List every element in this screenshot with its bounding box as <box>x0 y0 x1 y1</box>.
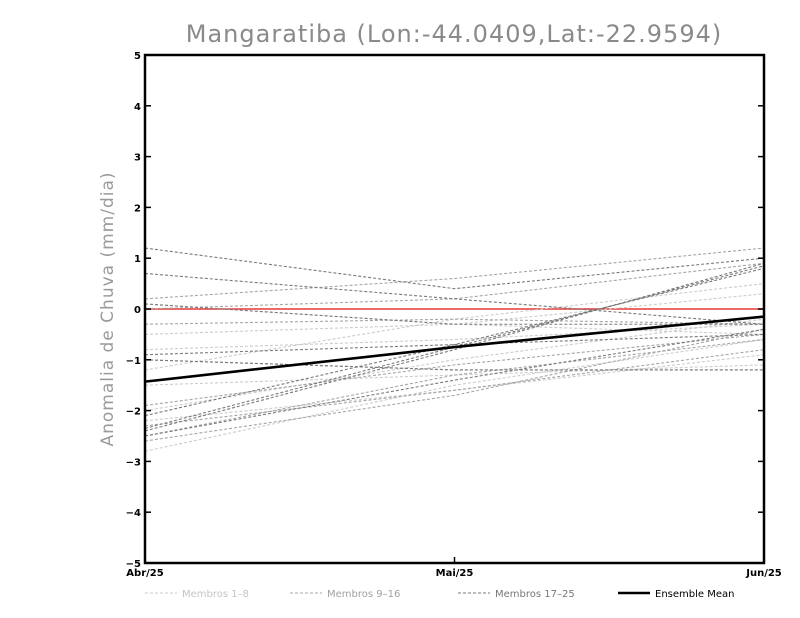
chart-title: Mangaratiba (Lon:-44.0409,Lat:-22.9594) <box>186 20 722 48</box>
series-line-member-14 <box>144 333 765 407</box>
y-axis-label: Anomalia de Chuva (mm/dia) <box>98 171 118 446</box>
y-tick-label: −2 <box>126 407 141 418</box>
y-tick-label: 2 <box>134 203 141 214</box>
series-line-member-1 <box>144 338 765 452</box>
legend-label-2: Membros 9–16 <box>327 589 400 600</box>
series-line-member-22 <box>144 303 764 325</box>
series-line-member-15 <box>144 262 765 310</box>
y-tick-label: −5 <box>126 559 141 570</box>
legend: Membros 1–8 Membros 9–16 Membros 17–25 Ense… <box>145 589 734 600</box>
series-line-member-17 <box>144 247 765 290</box>
series-line-member-18 <box>144 272 765 325</box>
x-tick-label: Jun/25 <box>745 568 782 579</box>
series-line-member-12 <box>144 328 765 442</box>
series-line-member-16 <box>144 349 765 427</box>
series-line-member-23 <box>144 359 764 371</box>
series-line-ensemble-mean <box>144 315 765 383</box>
y-tick-label: −3 <box>126 457 141 468</box>
series-line-member-2 <box>144 364 765 386</box>
series-line-member-13 <box>144 318 765 325</box>
y-tick-label: −4 <box>126 508 141 519</box>
y-tick-label: 1 <box>134 254 141 265</box>
series-line-member-21 <box>144 267 765 417</box>
y-tick-label: 3 <box>134 153 141 164</box>
series-line-member-10 <box>144 338 765 437</box>
x-tick-label: Abr/25 <box>126 568 163 579</box>
y-tick-label: 5 <box>134 51 141 62</box>
legend-label-1: Membros 1–8 <box>182 589 249 600</box>
series-line-member-20 <box>144 262 765 432</box>
series-line-member-25 <box>144 265 765 429</box>
y-tick-label: 0 <box>134 305 141 316</box>
series-line-member-4 <box>144 318 765 412</box>
x-tick-label: Mai/25 <box>436 568 474 579</box>
legend-label-3: Membros 17–25 <box>495 589 575 600</box>
y-tick-label: 4 <box>134 102 141 113</box>
legend-label-4: Ensemble Mean <box>655 589 734 600</box>
series-line-member-19 <box>144 333 765 356</box>
series-line-member-6 <box>144 283 765 371</box>
series-line-member-8 <box>144 323 765 351</box>
series-line-member-3 <box>144 293 765 335</box>
y-tick-label: −1 <box>126 356 141 367</box>
series-line-member-9 <box>144 247 765 300</box>
